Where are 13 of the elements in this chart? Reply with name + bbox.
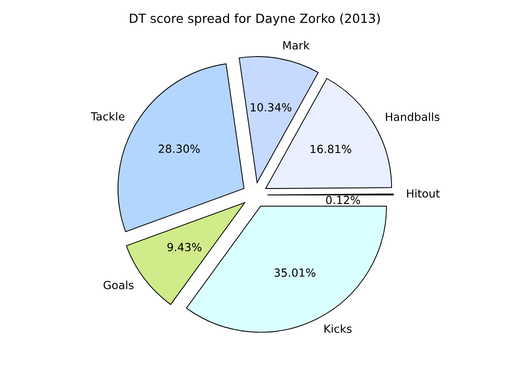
slice-label: Handballs xyxy=(386,112,440,122)
data-label: 16.81% xyxy=(310,144,352,154)
data-label: 9.43% xyxy=(167,242,202,252)
slice-label: Tackle xyxy=(90,112,124,121)
slice-label: Hitout xyxy=(407,189,440,198)
slice-label: Kicks xyxy=(324,324,352,333)
chart-title: DT score spread for Dayne Zorko (2013) xyxy=(130,13,380,26)
data-label: 10.34% xyxy=(250,103,292,112)
slice-label: Mark xyxy=(283,40,310,50)
data-label: 28.30% xyxy=(158,144,200,153)
slice-label: Goals xyxy=(104,280,134,290)
data-label: 35.01% xyxy=(274,268,316,277)
data-label: 0.12% xyxy=(326,196,360,204)
